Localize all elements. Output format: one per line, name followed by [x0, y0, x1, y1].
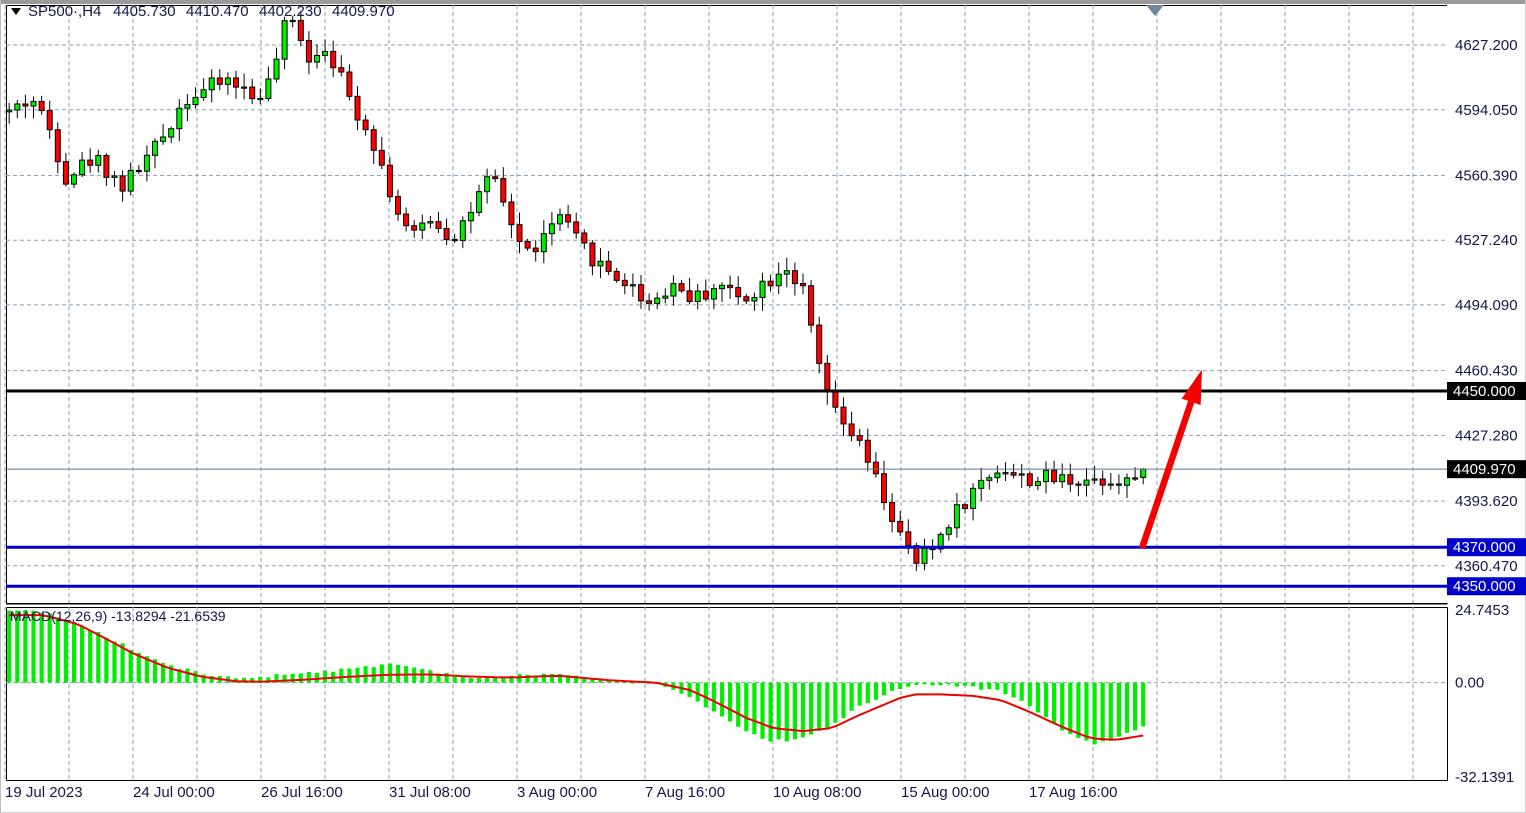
svg-text:4409.970: 4409.970	[332, 3, 395, 20]
svg-text:4427.280: 4427.280	[1455, 427, 1518, 444]
svg-text:17 Aug 16:00: 17 Aug 16:00	[1029, 784, 1117, 801]
svg-text:4405.730: 4405.730	[113, 3, 176, 20]
svg-text:31 Jul 08:00: 31 Jul 08:00	[389, 784, 471, 801]
svg-text:24.7453: 24.7453	[1455, 602, 1509, 619]
svg-text:3 Aug 00:00: 3 Aug 00:00	[517, 784, 597, 801]
svg-text:15 Aug 00:00: 15 Aug 00:00	[901, 784, 989, 801]
svg-text:4494.090: 4494.090	[1455, 297, 1518, 314]
svg-text:4360.470: 4360.470	[1455, 558, 1518, 575]
svg-text:4627.200: 4627.200	[1455, 37, 1518, 54]
svg-text:4460.430: 4460.430	[1455, 363, 1518, 380]
svg-text:7 Aug 16:00: 7 Aug 16:00	[645, 784, 725, 801]
svg-text:4410.470: 4410.470	[186, 3, 249, 20]
svg-text:10 Aug 08:00: 10 Aug 08:00	[773, 784, 861, 801]
svg-text:4409.970: 4409.970	[1453, 461, 1516, 478]
svg-text:4594.050: 4594.050	[1455, 102, 1518, 119]
svg-text:MACD(12,26,9) -13.8294 -21.65: MACD(12,26,9) -13.8294 -21.6539	[10, 608, 226, 624]
svg-text:4450.000: 4450.000	[1453, 383, 1516, 400]
svg-text:4560.390: 4560.390	[1455, 167, 1518, 184]
svg-text:26 Jul 16:00: 26 Jul 16:00	[261, 784, 343, 801]
svg-text:4350.000: 4350.000	[1453, 578, 1516, 595]
svg-text:4402.230: 4402.230	[259, 3, 322, 20]
svg-text:4370.000: 4370.000	[1453, 539, 1516, 556]
svg-text:4527.240: 4527.240	[1455, 232, 1518, 249]
svg-text:24 Jul 00:00: 24 Jul 00:00	[133, 784, 215, 801]
svg-text:-32.1391: -32.1391	[1455, 769, 1514, 786]
svg-text:0.00: 0.00	[1455, 675, 1484, 692]
svg-text:SP500·,H4: SP500·,H4	[28, 3, 101, 20]
svg-text:4393.620: 4393.620	[1455, 493, 1518, 510]
svg-text:19 Jul 2023: 19 Jul 2023	[5, 784, 83, 801]
